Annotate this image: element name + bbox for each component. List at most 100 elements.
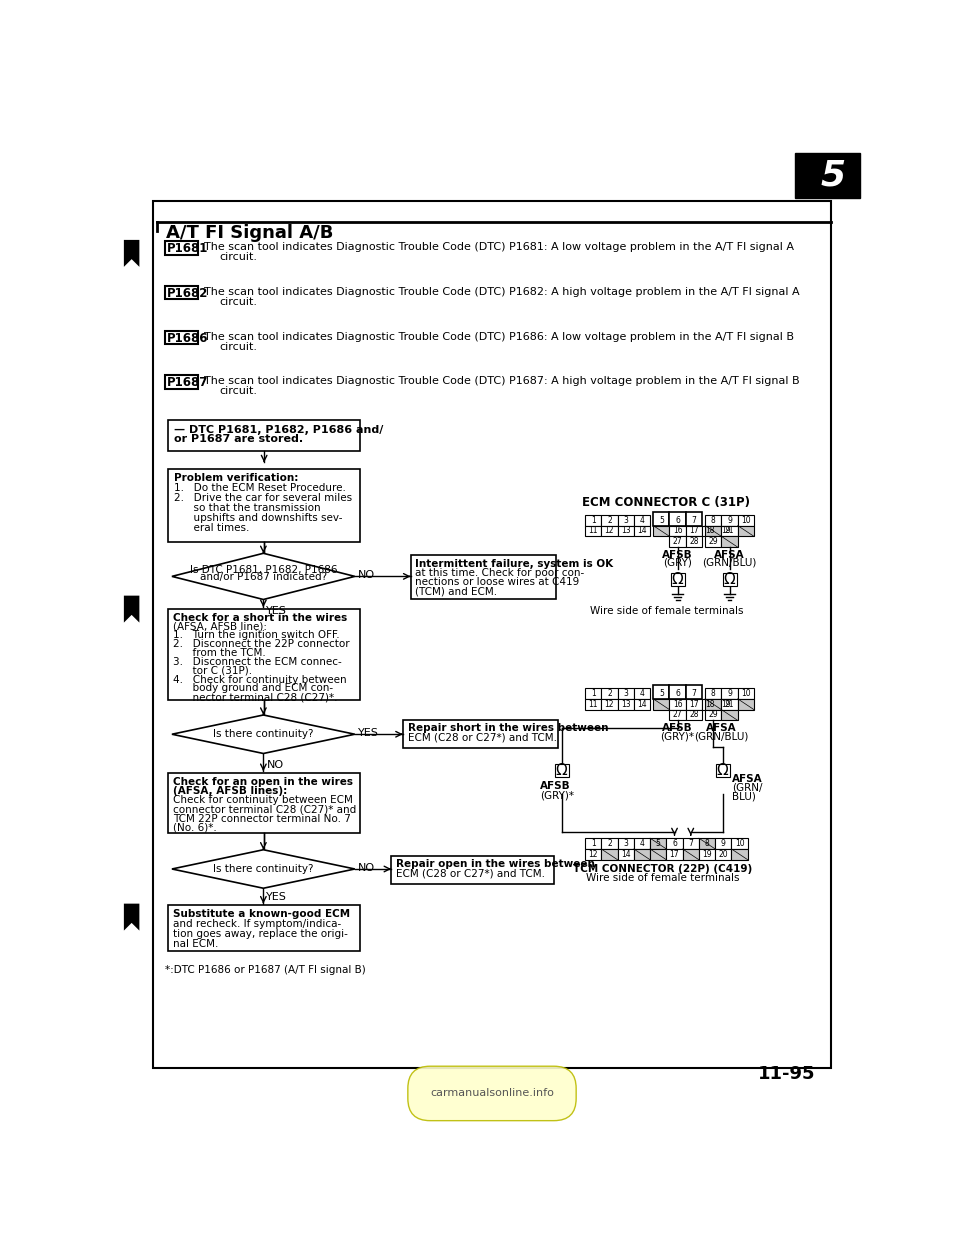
Bar bbox=[706, 514, 721, 525]
Bar bbox=[650, 838, 666, 850]
Text: Wire side of female terminals: Wire side of female terminals bbox=[586, 873, 739, 883]
Bar bbox=[718, 525, 734, 537]
Text: 3: 3 bbox=[623, 840, 628, 848]
Text: 2: 2 bbox=[607, 840, 612, 848]
Text: 11: 11 bbox=[588, 527, 598, 535]
Text: Ω: Ω bbox=[717, 763, 729, 777]
Bar bbox=[650, 850, 666, 859]
Bar bbox=[601, 699, 617, 709]
Text: AFSA: AFSA bbox=[732, 774, 762, 784]
Text: Substitute a known-good ECM: Substitute a known-good ECM bbox=[174, 909, 350, 919]
Text: 6: 6 bbox=[675, 689, 680, 698]
Text: Is there continuity?: Is there continuity? bbox=[213, 729, 314, 739]
Text: 9: 9 bbox=[727, 515, 732, 524]
Bar bbox=[683, 838, 699, 850]
Text: 11-95: 11-95 bbox=[757, 1066, 815, 1083]
Text: (GRY)*: (GRY)* bbox=[660, 732, 695, 741]
Text: 9: 9 bbox=[721, 840, 726, 848]
Text: 6: 6 bbox=[675, 515, 680, 524]
Bar bbox=[653, 512, 669, 525]
Bar bbox=[168, 905, 360, 951]
Polygon shape bbox=[172, 553, 355, 600]
Bar bbox=[732, 850, 748, 859]
Polygon shape bbox=[124, 904, 139, 930]
Polygon shape bbox=[172, 715, 355, 754]
Text: 9: 9 bbox=[727, 689, 732, 698]
Text: 8: 8 bbox=[705, 840, 709, 848]
Bar bbox=[666, 838, 683, 850]
Text: Ω: Ω bbox=[556, 763, 567, 777]
Bar bbox=[165, 286, 198, 299]
Bar bbox=[585, 514, 601, 525]
Bar bbox=[669, 537, 685, 548]
Bar bbox=[669, 699, 685, 709]
Bar bbox=[168, 468, 360, 542]
Text: nector terminal C28 (C27)*.: nector terminal C28 (C27)*. bbox=[174, 692, 338, 702]
Text: The scan tool indicates Diagnostic Trouble Code (DTC) P1686: A low voltage probl: The scan tool indicates Diagnostic Troub… bbox=[204, 332, 794, 342]
Text: and/or P1687 indicated?: and/or P1687 indicated? bbox=[200, 573, 327, 582]
Text: 18: 18 bbox=[706, 527, 715, 535]
Bar bbox=[168, 609, 360, 699]
Bar bbox=[617, 850, 634, 859]
Bar bbox=[706, 688, 721, 699]
Text: (TCM) and ECM.: (TCM) and ECM. bbox=[416, 586, 497, 596]
Text: (AFSA, AFSB line):: (AFSA, AFSB line): bbox=[174, 621, 268, 631]
Bar bbox=[165, 375, 198, 389]
Text: 1.   Do the ECM Reset Procedure.: 1. Do the ECM Reset Procedure. bbox=[175, 483, 347, 493]
Text: 18: 18 bbox=[706, 699, 715, 709]
Bar bbox=[585, 699, 601, 709]
Text: AFSB: AFSB bbox=[540, 781, 570, 791]
Bar bbox=[685, 537, 702, 548]
Text: YES: YES bbox=[267, 606, 287, 616]
Bar bbox=[737, 688, 754, 699]
Bar bbox=[732, 838, 748, 850]
Bar bbox=[737, 514, 754, 525]
Bar bbox=[634, 838, 650, 850]
Text: nal ECM.: nal ECM. bbox=[174, 939, 219, 949]
Text: Wire side of female terminals: Wire side of female terminals bbox=[589, 606, 743, 616]
Text: Check for continuity between ECM: Check for continuity between ECM bbox=[174, 795, 353, 805]
Text: TCM 22P connector terminal No. 7: TCM 22P connector terminal No. 7 bbox=[174, 814, 351, 823]
Bar bbox=[699, 850, 715, 859]
Bar bbox=[392, 856, 554, 883]
Text: TCM CONNECTOR (22P) (C419): TCM CONNECTOR (22P) (C419) bbox=[573, 863, 752, 873]
Text: 20: 20 bbox=[718, 850, 728, 859]
Text: Ω: Ω bbox=[724, 573, 735, 587]
Text: 14: 14 bbox=[621, 850, 631, 859]
Bar bbox=[699, 838, 715, 850]
Text: 4: 4 bbox=[639, 840, 644, 848]
Text: AFSB: AFSB bbox=[662, 723, 693, 734]
Text: 3.   Disconnect the ECM connec-: 3. Disconnect the ECM connec- bbox=[174, 657, 342, 667]
Text: circuit.: circuit. bbox=[219, 252, 257, 262]
Bar bbox=[601, 838, 617, 850]
Text: 13: 13 bbox=[621, 699, 631, 709]
Bar bbox=[671, 573, 684, 586]
Bar bbox=[721, 514, 737, 525]
Text: 29: 29 bbox=[708, 710, 718, 719]
Text: tor C (31P).: tor C (31P). bbox=[174, 666, 252, 676]
Bar bbox=[718, 699, 734, 709]
Bar bbox=[617, 514, 634, 525]
Text: YES: YES bbox=[267, 892, 287, 902]
Text: (No. 6)*.: (No. 6)*. bbox=[174, 822, 217, 833]
Text: 10: 10 bbox=[734, 840, 744, 848]
Text: 21: 21 bbox=[725, 527, 734, 535]
Bar bbox=[685, 699, 702, 709]
Text: AFSA: AFSA bbox=[707, 723, 736, 734]
Text: NO: NO bbox=[267, 760, 283, 770]
Text: YES: YES bbox=[358, 728, 379, 738]
Text: 28: 28 bbox=[689, 538, 699, 546]
Text: 1: 1 bbox=[590, 689, 595, 698]
Bar bbox=[617, 688, 634, 699]
Text: circuit.: circuit. bbox=[219, 297, 257, 307]
Bar bbox=[168, 420, 360, 451]
Bar bbox=[634, 514, 650, 525]
Bar bbox=[168, 773, 360, 833]
Text: 7: 7 bbox=[691, 515, 696, 524]
Text: 11: 11 bbox=[588, 699, 598, 709]
Text: 1: 1 bbox=[590, 840, 595, 848]
Text: or P1687 are stored.: or P1687 are stored. bbox=[175, 433, 303, 443]
Text: 4: 4 bbox=[639, 515, 644, 524]
Bar bbox=[685, 512, 702, 525]
Bar bbox=[721, 537, 737, 548]
